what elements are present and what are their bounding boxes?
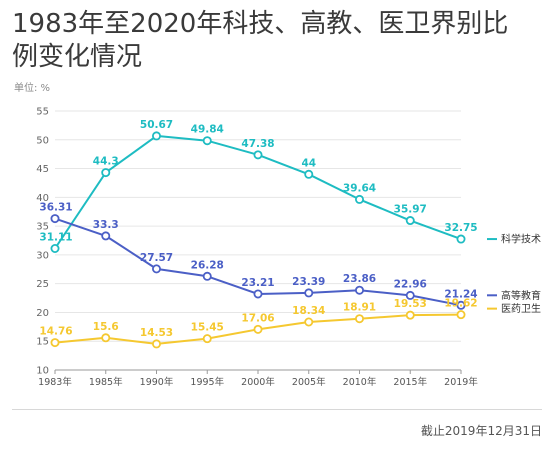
y-tick-label: 40 bbox=[36, 193, 49, 204]
data-point bbox=[405, 216, 415, 226]
data-point bbox=[354, 194, 364, 204]
x-tick-label: 2015年 bbox=[393, 376, 427, 388]
data-point bbox=[50, 214, 60, 224]
data-label: 27.57 bbox=[140, 252, 173, 264]
data-point bbox=[304, 317, 314, 327]
data-label: 15.6 bbox=[93, 321, 119, 333]
data-label: 31.11 bbox=[39, 232, 72, 244]
x-tick-label: 2000年 bbox=[241, 376, 275, 388]
data-point bbox=[101, 231, 111, 241]
data-label: 49.84 bbox=[191, 124, 224, 136]
x-tick-label: 2010年 bbox=[343, 376, 377, 388]
data-label: 23.86 bbox=[343, 273, 376, 285]
data-label: 36.31 bbox=[39, 202, 72, 214]
data-label: 26.28 bbox=[191, 259, 224, 271]
line-chart: 10 15 20 25 30 35 40 45 50 55 1983年 1985年 1990年 1995年… bbox=[36, 107, 541, 389]
data-label: 18.91 bbox=[343, 302, 376, 314]
data-point bbox=[405, 310, 415, 320]
data-label: 32.75 bbox=[444, 222, 477, 234]
data-label: 18.34 bbox=[292, 305, 325, 317]
data-point bbox=[253, 150, 263, 160]
data-label: 39.64 bbox=[343, 182, 376, 194]
data-label: 23.39 bbox=[292, 276, 325, 288]
y-tick-label: 45 bbox=[36, 164, 49, 175]
data-label: 44 bbox=[301, 157, 316, 169]
y-tick-label: 30 bbox=[36, 250, 49, 261]
data-point bbox=[101, 168, 111, 178]
data-label: 15.45 bbox=[191, 322, 224, 334]
x-tick-label: 2005年 bbox=[292, 376, 326, 388]
data-point bbox=[456, 310, 466, 320]
y-tick-label: 20 bbox=[36, 308, 49, 319]
data-label: 14.53 bbox=[140, 327, 173, 339]
data-point bbox=[101, 333, 111, 343]
y-tick-label: 35 bbox=[36, 222, 49, 233]
data-point bbox=[151, 131, 161, 141]
y-tick-label: 25 bbox=[36, 279, 49, 290]
data-label: 17.06 bbox=[241, 312, 274, 324]
legend-label: 高等教育 bbox=[501, 289, 541, 302]
x-tick-label: 1995年 bbox=[190, 376, 224, 388]
y-tick-label: 55 bbox=[36, 107, 49, 118]
data-point bbox=[304, 169, 314, 179]
data-label: 23.21 bbox=[241, 277, 274, 289]
data-label: 19.62 bbox=[444, 298, 477, 310]
data-label: 47.38 bbox=[241, 138, 274, 150]
legend-label: 医药卫生 bbox=[501, 302, 541, 315]
footer-divider bbox=[12, 409, 542, 410]
data-point bbox=[456, 300, 466, 310]
x-tick-label: 1985年 bbox=[89, 376, 123, 388]
data-point bbox=[456, 234, 466, 244]
data-label: 19.53 bbox=[394, 298, 427, 310]
data-point bbox=[50, 244, 60, 254]
data-label: 21.24 bbox=[444, 288, 477, 300]
data-point bbox=[202, 136, 212, 146]
data-point bbox=[253, 289, 263, 299]
data-label: 50.67 bbox=[140, 119, 173, 131]
y-tick-label: 10 bbox=[36, 366, 49, 377]
data-point bbox=[304, 288, 314, 298]
x-tick-label: 2019年 bbox=[444, 376, 478, 388]
data-point bbox=[151, 264, 161, 274]
legend-label: 科学技术 bbox=[501, 233, 541, 246]
data-label: 14.76 bbox=[39, 326, 72, 338]
data-point bbox=[202, 271, 212, 281]
data-point bbox=[405, 290, 415, 300]
x-tick-label: 1990年 bbox=[140, 376, 174, 388]
y-tick-label: 50 bbox=[36, 135, 49, 146]
data-label: 22.96 bbox=[394, 278, 427, 290]
data-label: 35.97 bbox=[394, 204, 427, 216]
x-tick-label: 1983年 bbox=[38, 376, 72, 388]
data-point bbox=[354, 314, 364, 324]
data-point bbox=[202, 334, 212, 344]
y-tick-label: 15 bbox=[36, 337, 49, 348]
data-point bbox=[354, 285, 364, 295]
chart-title: 1983年至2020年科技、高教、医卫界别比例变化情况 bbox=[12, 9, 509, 72]
unit-label: 单位: % bbox=[14, 83, 51, 94]
data-point bbox=[50, 338, 60, 348]
data-point bbox=[151, 339, 161, 349]
data-label: 44.3 bbox=[93, 156, 119, 168]
footnote-date: 截止2019年12月31日 bbox=[420, 424, 542, 438]
data-point bbox=[253, 324, 263, 334]
data-label: 33.3 bbox=[93, 219, 119, 231]
